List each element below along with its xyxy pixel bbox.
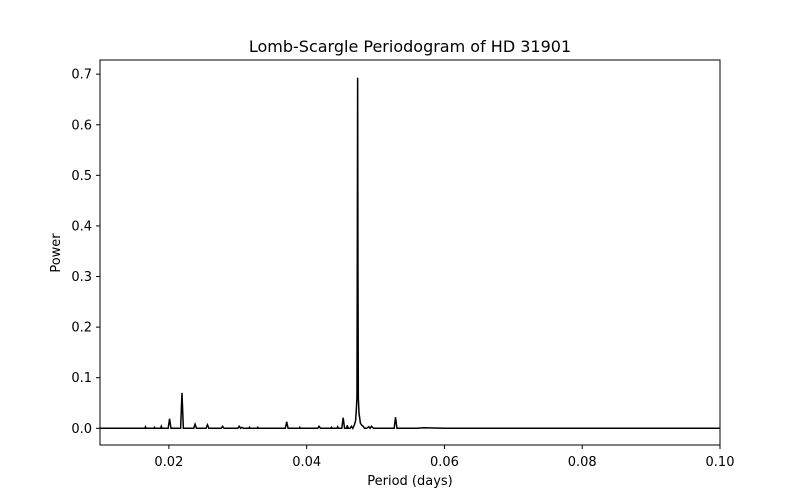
- y-tick-label: 0.6: [71, 118, 92, 133]
- y-tick-label: 0.7: [71, 68, 92, 83]
- plot-area: [99, 59, 721, 446]
- y-tick-label: 0.0: [71, 422, 92, 437]
- y-tick-label: 0.1: [71, 371, 92, 386]
- x-axis-label: Period (days): [367, 474, 453, 489]
- x-tick-label: 0.08: [568, 455, 597, 470]
- x-axis: 0.02 0.04 0.06 0.08 0.10: [154, 445, 734, 470]
- y-tick-label: 0.4: [71, 219, 92, 234]
- x-tick-label: 0.04: [292, 455, 321, 470]
- chart-title: Lomb-Scargle Periodogram of HD 31901: [249, 37, 571, 56]
- plot-frame: [99, 59, 721, 446]
- y-tick-label: 0.3: [71, 270, 92, 285]
- x-tick-label: 0.10: [706, 455, 735, 470]
- y-axis-label: Power: [49, 233, 64, 273]
- y-tick-label: 0.2: [71, 321, 92, 336]
- y-axis: 0.0 0.1 0.2 0.3 0.4 0.5 0.6 0.7: [71, 68, 100, 437]
- y-tick-label: 0.5: [71, 169, 92, 184]
- x-tick-label: 0.06: [430, 455, 459, 470]
- power-series-line: [100, 77, 720, 430]
- x-tick-label: 0.02: [154, 455, 183, 470]
